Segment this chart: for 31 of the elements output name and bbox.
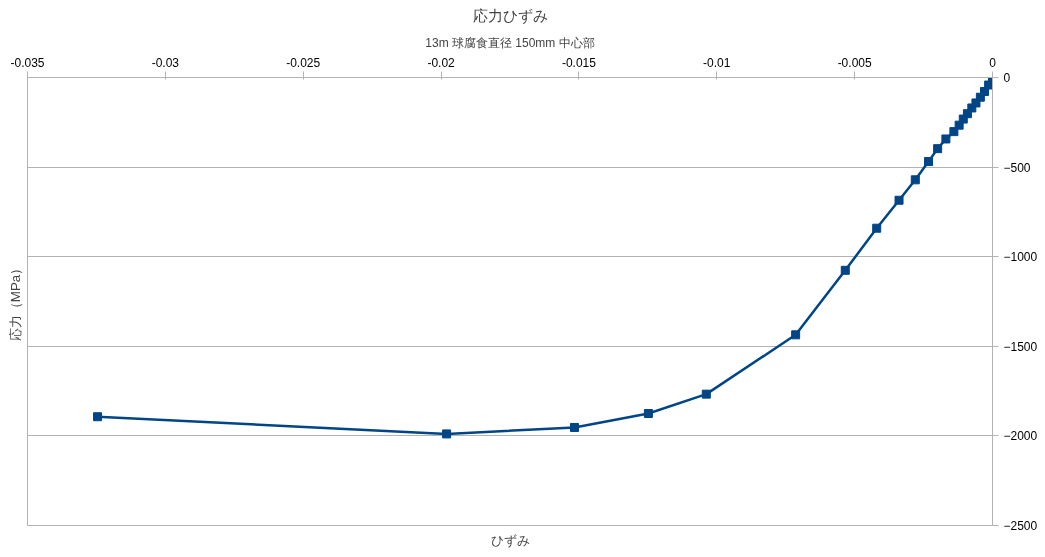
point: [93, 412, 103, 422]
chart-title: 応力ひずみ: [472, 7, 548, 25]
point: [872, 223, 882, 233]
x-tick-label: -0.03: [151, 55, 180, 70]
y-tick-label: −1500: [1003, 339, 1038, 354]
x-tick-label: -0.005: [837, 55, 872, 70]
point: [442, 429, 452, 439]
y-tick-label: −500: [1003, 160, 1031, 175]
point: [933, 144, 943, 154]
point: [570, 422, 580, 432]
point: [791, 330, 801, 340]
point: [643, 409, 653, 418]
x-tick-label: -0.035: [10, 55, 45, 70]
point: [840, 265, 850, 275]
x-tick-label: 0: [989, 55, 997, 70]
point: [910, 175, 920, 185]
x-tick-label: -0.01: [703, 55, 731, 70]
y-axis-title: 応力（MPa）: [7, 261, 23, 342]
y-tick-label: −1000: [1003, 250, 1038, 265]
point: [924, 157, 934, 167]
y-tick-label: −2500: [1003, 519, 1038, 533]
x-axis-title: ひずみ: [490, 532, 530, 548]
point: [941, 134, 951, 144]
point: [894, 195, 904, 205]
y-tick-label: 0: [1003, 71, 1011, 85]
point: [701, 389, 711, 399]
x-tick-label: -0.02: [427, 55, 456, 70]
y-tick-label: −2000: [1003, 429, 1038, 444]
chart-subtitle: 13m 球腐食直径 150mm 中心部: [425, 35, 595, 50]
x-tick-label: -0.025: [286, 55, 321, 70]
x-tick-label: -0.015: [561, 55, 597, 70]
